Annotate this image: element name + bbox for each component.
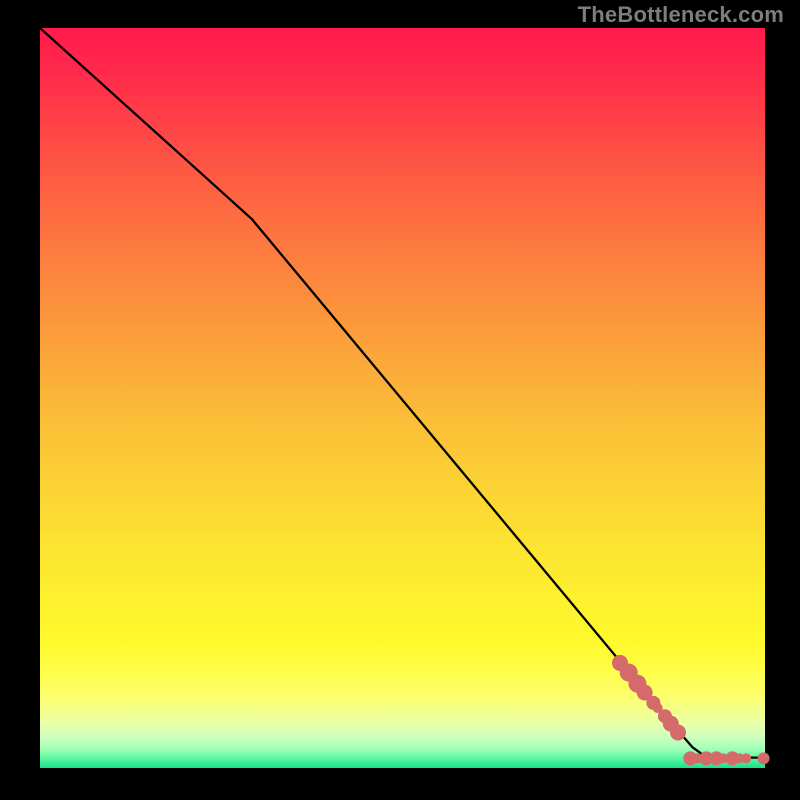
data-marker xyxy=(758,752,770,764)
data-marker xyxy=(741,753,751,763)
chart-svg xyxy=(0,0,800,800)
watermark-text: TheBottleneck.com xyxy=(578,2,784,28)
chart-stage: TheBottleneck.com xyxy=(0,0,800,800)
data-marker xyxy=(670,724,686,740)
gradient-background xyxy=(40,28,765,768)
